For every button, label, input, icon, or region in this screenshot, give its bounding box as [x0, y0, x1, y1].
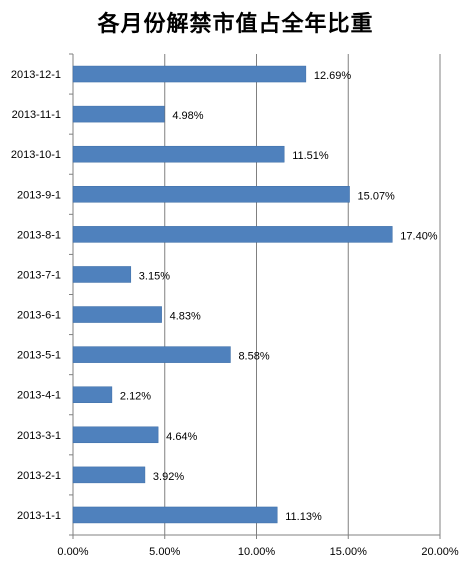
category-label: 2013-5-1 [17, 350, 61, 362]
x-tick-label: 0.00% [57, 546, 88, 558]
bar [72, 186, 350, 203]
category-label: 2013-10-1 [11, 149, 61, 161]
data-label: 4.64% [166, 431, 197, 443]
chart-title: 各月份解禁市值占全年比重 [97, 12, 374, 37]
category-label: 2013-9-1 [17, 189, 61, 201]
bar [72, 145, 285, 163]
x-tick-label: 10.00% [238, 546, 276, 558]
category-label: 2013-6-1 [17, 310, 61, 322]
category-label: 2013-7-1 [17, 269, 61, 281]
data-label: 4.98% [172, 110, 203, 122]
x-tick-label: 5.00% [149, 546, 180, 558]
bar [72, 386, 113, 403]
bar [72, 346, 231, 363]
data-label: 2.12% [120, 391, 151, 403]
bar [72, 426, 159, 444]
bar [72, 105, 165, 123]
bar [72, 226, 393, 243]
bar [72, 266, 132, 283]
category-label: 2013-4-1 [17, 390, 61, 402]
data-label: 11.51% [292, 150, 329, 162]
data-label: 3.92% [153, 471, 184, 483]
data-label: 11.13% [285, 511, 322, 523]
bar [72, 306, 162, 323]
bar [72, 506, 278, 524]
category-label: 2013-11-1 [12, 109, 61, 121]
category-label: 2013-3-1 [17, 430, 61, 442]
x-tick-label: 20.00% [421, 546, 459, 558]
category-label: 2013-1-1 [17, 510, 61, 522]
data-label: 8.58% [238, 351, 269, 363]
data-label: 15.07% [358, 190, 396, 202]
data-label: 17.40% [400, 230, 438, 242]
data-label: 3.15% [139, 270, 170, 282]
x-tick-label: 15.00% [330, 546, 368, 558]
category-label: 2013-2-1 [17, 470, 61, 482]
category-label: 2013-12-1 [11, 69, 61, 81]
data-label: 12.69% [314, 70, 352, 82]
bar [72, 466, 146, 484]
category-label: 2013-8-1 [17, 229, 61, 241]
data-label: 4.83% [170, 311, 201, 323]
bar [72, 65, 307, 83]
